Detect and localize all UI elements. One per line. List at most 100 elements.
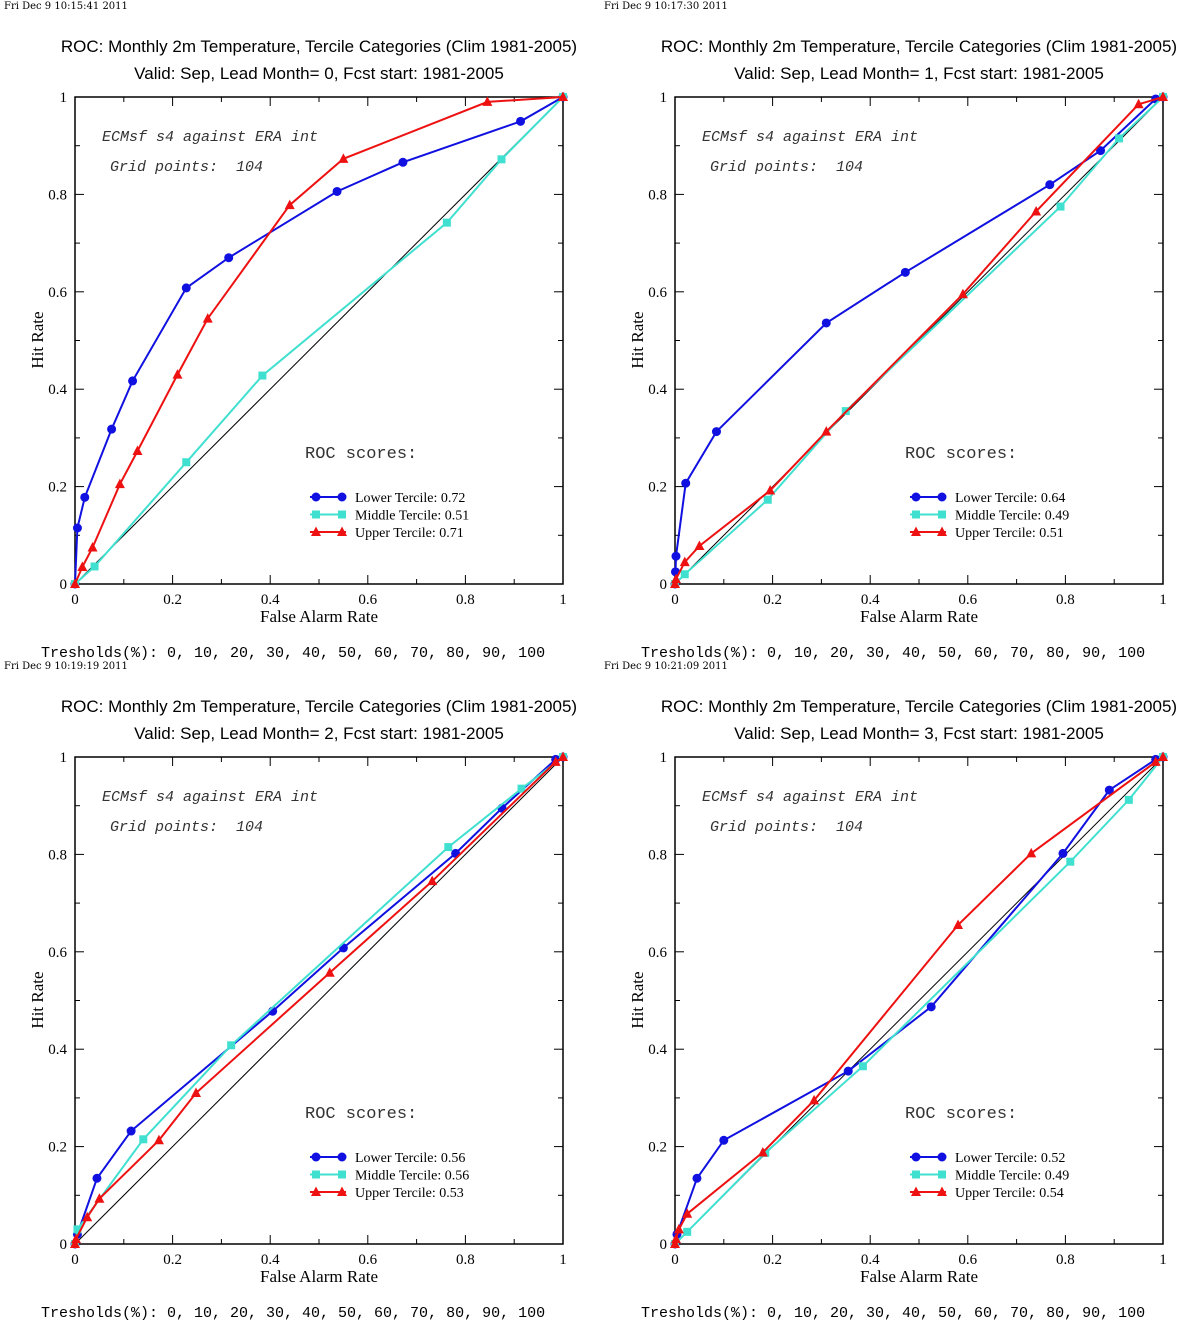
chart-subtitle: Valid: Sep, Lead Month= 0, Fcst start: 1… (134, 64, 504, 83)
y-tick-label: 0.8 (48, 187, 67, 203)
y-tick-label: 0.8 (648, 187, 667, 203)
legend-marker (937, 492, 947, 502)
data-point (681, 478, 691, 488)
series-line (74, 756, 564, 1245)
x-tick-label: 0.6 (958, 1252, 977, 1268)
data-point (558, 751, 568, 761)
legend-marker (311, 492, 321, 502)
data-point (70, 1238, 80, 1248)
data-point (926, 1002, 936, 1012)
data-point (87, 541, 98, 552)
y-tick-label: 0.8 (648, 847, 667, 863)
legend-marker (937, 1186, 947, 1196)
roc-scores-header: ROC scores: (305, 445, 417, 464)
y-tick-label: 0.2 (648, 1140, 667, 1156)
data-point (765, 484, 776, 495)
data-point (670, 573, 681, 584)
diagonal-reference-line (74, 756, 564, 1245)
legend-label: Lower Tercile: 0.64 (955, 491, 1065, 506)
data-point (1104, 785, 1114, 795)
data-point (1115, 134, 1124, 143)
annotation-model: ECMsf s4 against ERA int (702, 789, 918, 806)
diagonal-reference-line (74, 96, 564, 585)
data-point (858, 1062, 867, 1071)
data-point (683, 1227, 692, 1236)
timestamp: Fri Dec 9 10:17:30 2011 (604, 1, 728, 12)
chart-title: ROC: Monthly 2m Temperature, Tercile Cat… (61, 37, 577, 56)
x-tick-label: 0.2 (163, 1252, 182, 1268)
data-point (114, 478, 125, 489)
data-point (763, 495, 772, 504)
roc-panel-lead-1: Fri Dec 9 10:17:30 2011 ROC: Monthly 2m T… (600, 0, 1200, 660)
legend-entry: Middle Tercile: 0.56 (310, 1169, 469, 1184)
data-point (224, 253, 234, 263)
legend-label: Upper Tercile: 0.53 (355, 1186, 464, 1201)
thresholds-text: Tresholds(%): 0, 10, 20, 30, 40, 50, 60,… (41, 645, 545, 660)
data-point (80, 492, 90, 502)
data-point (1058, 848, 1068, 858)
x-tick-label: 0.6 (358, 592, 377, 608)
x-tick-label: 0 (671, 1252, 679, 1268)
y-tick-label: 1 (60, 750, 68, 766)
data-point (442, 218, 451, 227)
roc-chart-svg: Fri Dec 9 10:17:30 2011 ROC: Monthly 2m T… (604, 1, 1177, 660)
annotation-grid-points: Grid points: 104 (710, 819, 863, 836)
legend-marker (911, 526, 921, 536)
legend-marker (912, 1170, 920, 1179)
legend-marker (938, 510, 946, 519)
x-tick-label: 0.2 (763, 592, 782, 608)
roc-scores-header: ROC scores: (905, 1105, 1017, 1124)
x-axis-label: False Alarm Rate (860, 1267, 978, 1286)
chart-title: ROC: Monthly 2m Temperature, Tercile Cat… (661, 37, 1177, 56)
y-tick-label: 0.6 (648, 285, 667, 301)
x-tick-label: 1 (559, 592, 567, 608)
x-tick-label: 0 (71, 1252, 79, 1268)
thresholds-text: Tresholds(%): 0, 10, 20, 30, 40, 50, 60,… (641, 1305, 1145, 1320)
chart-subtitle: Valid: Sep, Lead Month= 2, Fcst start: 1… (134, 724, 504, 743)
legend-marker (337, 1186, 347, 1196)
x-tick-label: 0.8 (1056, 1252, 1075, 1268)
data-point (692, 1173, 702, 1183)
data-point (517, 784, 526, 793)
data-point (70, 578, 80, 588)
legend-marker (911, 492, 921, 502)
legend-label: Upper Tercile: 0.71 (355, 526, 464, 541)
y-tick-label: 0.4 (48, 382, 67, 398)
y-axis-label: Hit Rate (628, 971, 647, 1028)
y-tick-label: 0.4 (648, 382, 667, 398)
y-tick-label: 0.4 (48, 1042, 67, 1058)
legend-entry: Upper Tercile: 0.51 (910, 526, 1064, 541)
data-point (670, 578, 680, 588)
y-tick-label: 0.4 (648, 1042, 667, 1058)
annotation-model: ECMsf s4 against ERA int (102, 129, 318, 146)
data-point (284, 199, 295, 210)
data-point (70, 1233, 81, 1244)
legend-marker (311, 1186, 321, 1196)
data-point (191, 1087, 202, 1098)
legend-label: Lower Tercile: 0.52 (955, 1151, 1065, 1166)
data-point (338, 153, 349, 163)
x-tick-label: 1 (1159, 592, 1167, 608)
data-point (1124, 795, 1133, 804)
timestamp: Fri Dec 9 10:15:41 2011 (4, 1, 128, 12)
roc-panel-lead-3: Fri Dec 9 10:21:09 2011 ROC: Monthly 2m T… (600, 660, 1200, 1320)
y-tick-label: 0 (660, 1237, 668, 1253)
legend-marker (911, 1152, 921, 1162)
legend-label: Middle Tercile: 0.56 (355, 1169, 469, 1184)
data-point (679, 556, 690, 567)
data-point (809, 1094, 820, 1105)
data-point (671, 551, 681, 561)
data-point (558, 91, 568, 101)
legend-marker (338, 1170, 346, 1179)
data-point (1133, 98, 1144, 109)
data-point (72, 523, 82, 533)
x-tick-label: 1 (559, 1252, 567, 1268)
legend-marker (912, 510, 920, 519)
roc-scores-header: ROC scores: (305, 1105, 417, 1124)
data-point (682, 1208, 693, 1218)
legend-marker (337, 526, 347, 536)
y-tick-label: 0.6 (648, 945, 667, 961)
y-tick-label: 0 (60, 1237, 68, 1253)
data-point (821, 426, 832, 436)
data-point (73, 1225, 82, 1234)
